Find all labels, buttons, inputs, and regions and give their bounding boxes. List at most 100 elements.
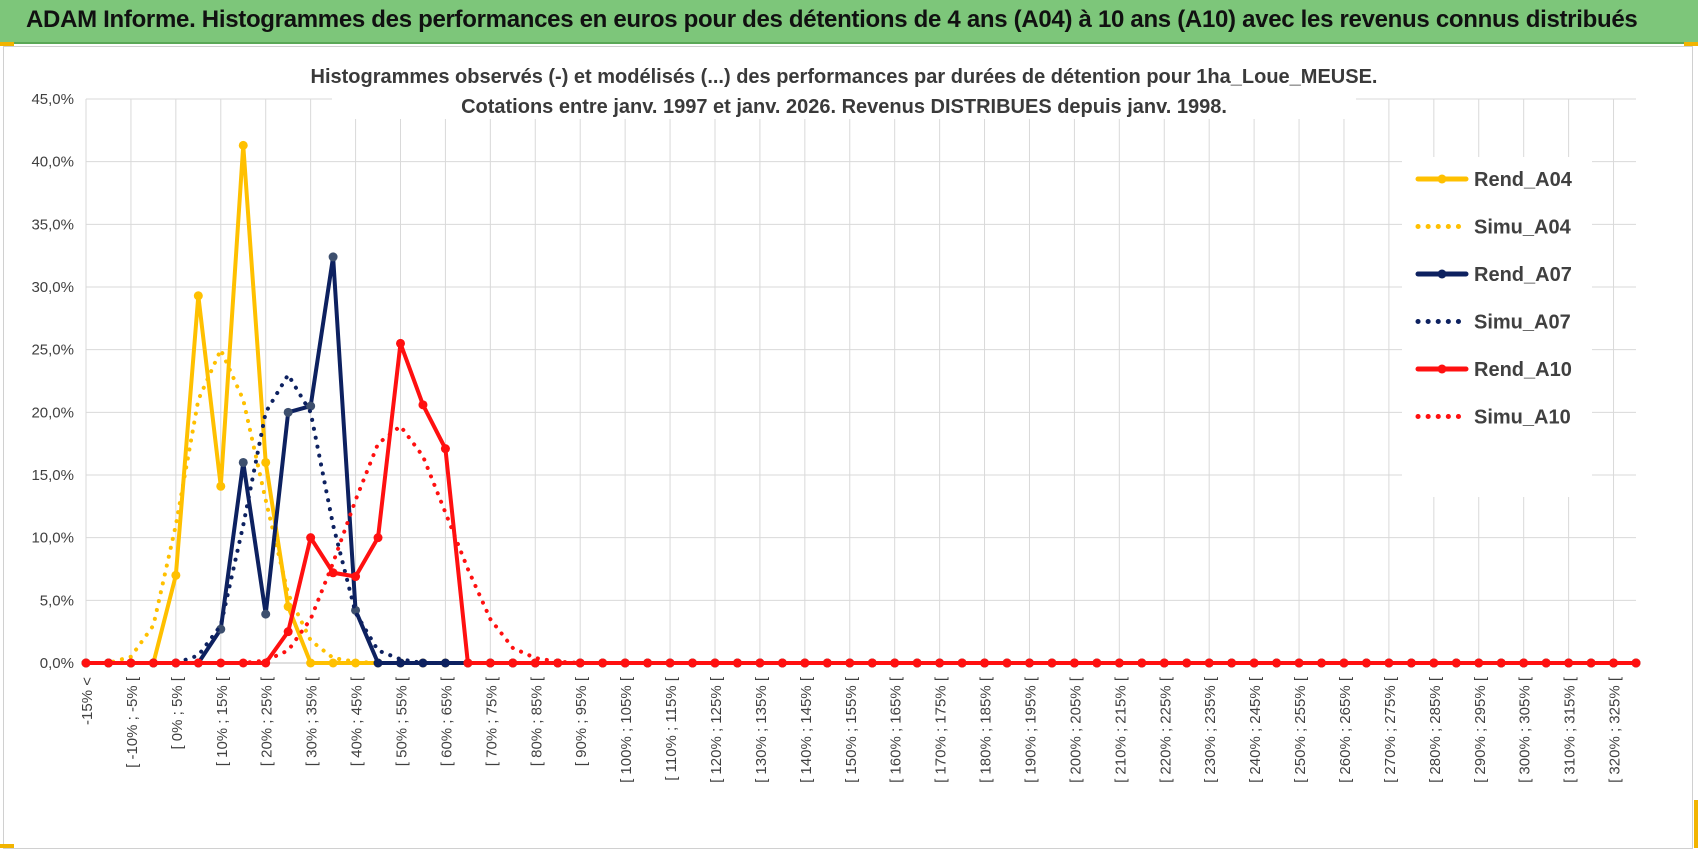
data-point-Rend_A10 bbox=[1047, 658, 1057, 668]
legend-label: Rend_A10 bbox=[1474, 359, 1572, 381]
y-tick-label: 25,0% bbox=[31, 342, 74, 359]
data-point-Rend_A10 bbox=[351, 572, 361, 582]
series-line-Rend_A10 bbox=[84, 341, 1638, 665]
legend-label: Rend_A07 bbox=[1474, 264, 1572, 286]
y-axis-tick-labels: 0,0% 5,0% 10,0% 15,0% 20,0% 25,0% 30,0% 35,0% 40… bbox=[31, 91, 74, 672]
x-tick-label: [ 300% ; 305% [ bbox=[1517, 676, 1534, 783]
data-point-Rend_A10 bbox=[665, 658, 675, 668]
data-point-Rend_A10 bbox=[148, 658, 158, 668]
chart-title-line1: Histogrammes observés (-) et modélisés (… bbox=[311, 66, 1378, 88]
x-tick-label: [ 190% ; 195% [ bbox=[1022, 676, 1039, 783]
x-tick-label: -15% < bbox=[79, 677, 96, 725]
x-tick-label: [ -10% ; -5% [ bbox=[124, 676, 141, 768]
legend-entry-Rend_A07: Rend_A07 bbox=[1415, 264, 1572, 286]
corner-mark-top-right bbox=[1684, 42, 1698, 46]
x-tick-label: [ 150% ; 155% [ bbox=[843, 676, 860, 783]
x-axis-tick-labels: -15% < [ -10% ; -5% [ [ 0% ; 5% [ [ 10% ; 1… bbox=[79, 676, 1624, 783]
x-tick-label: [ 50% ; 55% [ bbox=[393, 676, 410, 766]
legend-label: Simu_A04 bbox=[1474, 217, 1572, 239]
data-point-Rend_A10 bbox=[283, 627, 293, 637]
report-title: ADAM Informe. Histogrammes des performan… bbox=[26, 6, 1638, 33]
data-point-Rend_A10 bbox=[440, 444, 450, 454]
data-point-Rend_A07 bbox=[261, 609, 271, 619]
chart-area: 0,0% 5,0% 10,0% 15,0% 20,0% 25,0% 30,0% 35,0% 40… bbox=[3, 46, 1693, 849]
legend-label: Simu_A10 bbox=[1474, 407, 1571, 429]
data-point-Rend_A10 bbox=[1586, 658, 1596, 668]
y-tick-label: 45,0% bbox=[31, 91, 74, 108]
x-tick-label: [ 240% ; 245% [ bbox=[1247, 676, 1264, 783]
data-point-Rend_A10 bbox=[620, 658, 630, 668]
data-point-Rend_A10 bbox=[238, 658, 248, 668]
x-tick-label: [ 310% ; 315% [ bbox=[1562, 676, 1579, 783]
x-tick-label: [ 20% ; 25% [ bbox=[259, 676, 276, 766]
data-point-Rend_A04 bbox=[171, 570, 181, 580]
data-point-Rend_A10 bbox=[418, 400, 428, 410]
data-point-Rend_A04 bbox=[328, 658, 338, 668]
x-tick-label: [ 200% ; 205% [ bbox=[1067, 676, 1084, 783]
x-tick-label: [ 160% ; 165% [ bbox=[888, 676, 905, 783]
data-point-Rend_A10 bbox=[1227, 658, 1237, 668]
x-tick-label: [ 120% ; 125% [ bbox=[708, 676, 725, 783]
chart-title-line2: Cotations entre janv. 1997 et janv. 2026… bbox=[461, 96, 1227, 118]
legend-entry-Rend_A04: Rend_A04 bbox=[1415, 169, 1573, 191]
corner-mark-top-left bbox=[0, 42, 14, 46]
vertical-gridlines bbox=[85, 99, 1615, 663]
data-point-Rend_A10 bbox=[373, 533, 383, 543]
x-tick-label: [ 10% ; 15% [ bbox=[214, 676, 231, 766]
x-tick-label: [ 0% ; 5% [ bbox=[169, 676, 186, 749]
legend-entry-Simu_A04: Simu_A04 bbox=[1415, 217, 1572, 239]
legend-label: Simu_A07 bbox=[1474, 312, 1571, 334]
x-tick-label: [ 280% ; 285% [ bbox=[1427, 676, 1444, 783]
data-point-Rend_A10 bbox=[1609, 658, 1619, 668]
legend-marker bbox=[1437, 364, 1447, 374]
data-point-Rend_A10 bbox=[1384, 658, 1394, 668]
data-point-Rend_A07 bbox=[306, 401, 316, 411]
data-point-Rend_A10 bbox=[575, 658, 585, 668]
legend-background bbox=[1402, 157, 1592, 497]
data-point-Rend_A07 bbox=[328, 252, 338, 262]
x-tick-label: [ 260% ; 265% [ bbox=[1337, 676, 1354, 783]
data-point-Rend_A10 bbox=[1519, 658, 1529, 668]
x-tick-label: [ 170% ; 175% [ bbox=[933, 676, 950, 783]
x-tick-label: [ 140% ; 145% [ bbox=[798, 676, 815, 783]
data-point-Rend_A10 bbox=[890, 658, 900, 668]
series-Rend_A10 bbox=[81, 338, 1641, 668]
data-point-Rend_A10 bbox=[1429, 658, 1439, 668]
series-Simu_A10 bbox=[84, 424, 1638, 665]
data-point-Rend_A10 bbox=[463, 658, 473, 668]
legend-entry-Rend_A10: Rend_A10 bbox=[1415, 359, 1572, 381]
data-point-Rend_A10 bbox=[1249, 658, 1259, 668]
data-point-Rend_A10 bbox=[1182, 658, 1192, 668]
y-tick-label: 0,0% bbox=[40, 655, 74, 672]
y-tick-label: 35,0% bbox=[31, 216, 74, 233]
data-point-Rend_A10 bbox=[530, 658, 540, 668]
x-tick-label: [ 70% ; 75% [ bbox=[483, 676, 500, 766]
x-tick-label: [ 220% ; 225% [ bbox=[1157, 676, 1174, 783]
data-point-Rend_A10 bbox=[1092, 658, 1102, 668]
data-point-Rend_A10 bbox=[845, 658, 855, 668]
x-tick-label: [ 320% ; 325% [ bbox=[1607, 676, 1624, 783]
x-tick-label: [ 180% ; 185% [ bbox=[978, 676, 995, 783]
series-line-Simu_A10 bbox=[84, 424, 1638, 665]
data-point-Rend_A04 bbox=[238, 140, 248, 150]
y-tick-label: 20,0% bbox=[31, 404, 74, 421]
data-point-Rend_A10 bbox=[306, 533, 316, 543]
histogram-chart: 0,0% 5,0% 10,0% 15,0% 20,0% 25,0% 30,0% 35,0% 40… bbox=[31, 59, 1641, 783]
data-point-Rend_A10 bbox=[193, 658, 203, 668]
x-tick-label: [ 250% ; 255% [ bbox=[1292, 676, 1309, 783]
data-point-Rend_A10 bbox=[103, 658, 113, 668]
series-layer bbox=[81, 140, 1641, 668]
data-point-Rend_A07 bbox=[395, 658, 405, 668]
legend-marker bbox=[1437, 174, 1447, 184]
x-tick-label: [ 110% ; 115% [ bbox=[663, 676, 680, 781]
x-tick-label: [ 270% ; 275% [ bbox=[1382, 676, 1399, 783]
data-point-Rend_A07 bbox=[373, 658, 383, 668]
legend-entry-Simu_A10: Simu_A10 bbox=[1415, 407, 1571, 429]
data-point-Rend_A07 bbox=[283, 407, 293, 417]
data-point-Rend_A04 bbox=[306, 658, 316, 668]
x-tick-label: [ 30% ; 35% [ bbox=[304, 676, 321, 766]
data-point-Rend_A07 bbox=[238, 457, 248, 467]
legend-marker bbox=[1437, 269, 1447, 279]
y-tick-label: 10,0% bbox=[31, 530, 74, 547]
corner-mark-bottom-left bbox=[0, 844, 14, 848]
